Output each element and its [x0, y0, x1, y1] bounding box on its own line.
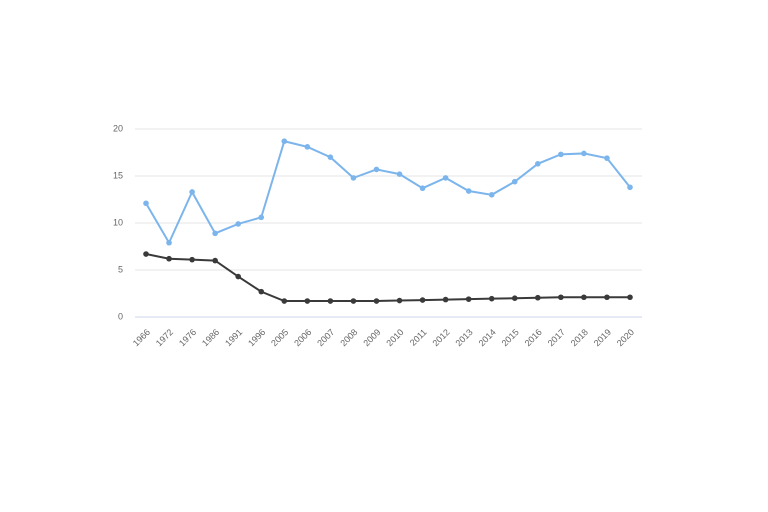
data-point — [604, 294, 610, 301]
data-point — [258, 214, 265, 221]
data-point — [581, 294, 587, 301]
series-line — [145, 253, 630, 303]
data-point — [189, 256, 195, 263]
x-tick-label: 2013 — [454, 327, 475, 348]
x-tick-label: 1991 — [223, 327, 244, 348]
data-point — [419, 185, 426, 192]
data-point — [350, 298, 357, 304]
data-point — [396, 171, 403, 177]
x-tick-label: 2011 — [408, 327, 429, 348]
data-point — [627, 184, 633, 191]
data-point — [350, 175, 357, 181]
y-tick-label: 20 — [113, 123, 123, 133]
data-point — [143, 251, 149, 257]
data-point — [304, 298, 311, 304]
x-tick-label: 2010 — [384, 327, 405, 348]
data-point — [511, 295, 518, 302]
data-point — [465, 188, 472, 194]
x-tick-label: 1972 — [154, 327, 175, 348]
data-point — [281, 138, 288, 145]
data-point — [465, 296, 472, 302]
x-tick-label: 2007 — [315, 327, 336, 348]
data-point — [419, 297, 426, 303]
x-tick-label: 2014 — [477, 327, 498, 348]
data-point — [535, 160, 541, 167]
x-tick-label: 2008 — [338, 327, 359, 348]
x-tick-label: 2015 — [500, 327, 521, 348]
series-line — [145, 140, 631, 245]
x-tick-label: 2005 — [269, 327, 290, 348]
data-point — [212, 230, 218, 237]
x-tick-label: 2016 — [523, 327, 544, 348]
x-tick-label: 1976 — [177, 327, 198, 348]
x-tick-label: 2012 — [430, 327, 451, 348]
x-tick-label: 2006 — [292, 327, 313, 348]
data-point — [258, 288, 265, 295]
data-point — [212, 257, 218, 264]
data-point — [511, 178, 518, 185]
data-point — [166, 239, 172, 246]
data-point — [281, 298, 288, 304]
y-tick-label: 0 — [118, 311, 123, 321]
x-tick-label: 2020 — [615, 327, 636, 348]
data-point — [442, 296, 449, 303]
data-point — [304, 144, 311, 150]
data-point — [604, 155, 610, 161]
data-point — [327, 154, 334, 160]
x-tick-label: 2009 — [361, 327, 382, 348]
x-tick-label: 2018 — [569, 327, 590, 348]
data-point — [373, 298, 380, 304]
data-point — [581, 150, 587, 157]
data-point — [396, 297, 403, 304]
x-tick-label: 1996 — [246, 327, 267, 348]
x-tick-label: 1986 — [200, 327, 221, 348]
x-tick-label: 1966 — [131, 327, 152, 348]
data-point — [143, 200, 149, 207]
x-tick-label: 2019 — [592, 327, 613, 348]
data-point — [235, 273, 241, 280]
data-point — [627, 294, 633, 301]
data-point — [235, 221, 241, 227]
data-point — [558, 294, 564, 301]
data-point — [535, 294, 541, 301]
data-point — [488, 192, 495, 198]
data-point — [558, 151, 564, 158]
data-point — [373, 166, 380, 173]
data-point — [166, 255, 172, 262]
y-tick-label: 10 — [113, 217, 123, 227]
y-tick-label: 15 — [113, 170, 123, 180]
data-point — [327, 298, 334, 304]
data-point — [488, 295, 495, 302]
data-point — [189, 189, 195, 195]
data-point — [442, 175, 449, 181]
x-tick-label: 2017 — [546, 327, 567, 348]
y-tick-label: 5 — [118, 264, 123, 274]
